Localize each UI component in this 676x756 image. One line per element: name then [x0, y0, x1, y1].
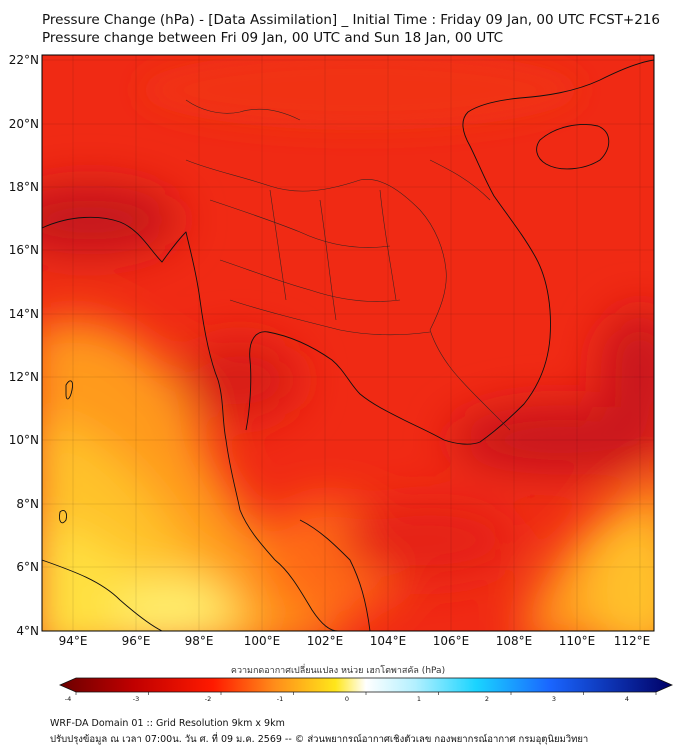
- lon-tick-label: 106°E: [433, 634, 470, 648]
- lat-axis: 22°N 20°N 18°N 16°N 14°N 12°N 10°N 8°N 6…: [9, 53, 39, 638]
- pressure-field: [42, 55, 654, 631]
- lat-tick-label: 16°N: [9, 243, 39, 257]
- map-grid: [42, 55, 654, 631]
- lat-tick-label: 8°N: [16, 497, 39, 511]
- colorbar: -4 -3 -2 -1 0 1 2 3 4: [59, 677, 673, 703]
- colorbar-tick-label: -3: [133, 695, 139, 703]
- colorbar-ticks: [75, 692, 657, 695]
- colorbar-tick-label: -1: [277, 695, 283, 703]
- lat-tick-label: 12°N: [9, 370, 39, 384]
- colorbar-tick-label: 0: [345, 695, 349, 703]
- colorbar-title: ความกดอากาศเปลี่ยนแปลง หน่วย เฮกโตพาสคัล…: [230, 666, 446, 676]
- lat-tick-label: 4°N: [16, 624, 39, 638]
- chart-subtitle: Pressure change between Fri 09 Jan, 00 U…: [42, 30, 504, 46]
- coastlines: [42, 59, 654, 631]
- map-frame: [41, 54, 655, 632]
- lon-tick-label: 102°E: [307, 634, 344, 648]
- colorbar-tick-label: 3: [552, 695, 556, 703]
- colorbar-tick-label: 1: [417, 695, 421, 703]
- lon-tick-label: 108°E: [496, 634, 533, 648]
- lon-tick-label: 98°E: [185, 634, 214, 648]
- lat-tick-label: 14°N: [9, 307, 39, 321]
- lat-tick-label: 10°N: [9, 433, 39, 447]
- lon-axis: 94°E 96°E 98°E 100°E 102°E 104°E 106°E 1…: [59, 634, 651, 648]
- lat-tick-label: 20°N: [9, 117, 39, 131]
- chart-title: Pressure Change (hPa) - [Data Assimilati…: [42, 12, 660, 28]
- lon-tick-label: 112°E: [614, 634, 651, 648]
- footer-credit: ปรับปรุงข้อมูล ณ เวลา 07:00น. วัน ศ. ที่…: [50, 734, 589, 745]
- lon-tick-label: 100°E: [244, 634, 281, 648]
- lon-tick-label: 110°E: [559, 634, 596, 648]
- colorbar-tick-label: -2: [205, 695, 211, 703]
- lat-tick-label: 22°N: [9, 53, 39, 67]
- admin-borders: [185, 99, 511, 431]
- footer-model-info: WRF-DA Domain 01 :: Grid Resolution 9km …: [50, 718, 285, 729]
- colorbar-tick-label: 2: [485, 695, 489, 703]
- colorbar-tick-label: 4: [625, 695, 629, 703]
- lon-tick-label: 94°E: [59, 634, 88, 648]
- lat-tick-label: 18°N: [9, 180, 39, 194]
- colorbar-ramp: [59, 677, 673, 693]
- lon-tick-label: 96°E: [122, 634, 151, 648]
- lat-tick-label: 6°N: [16, 560, 39, 574]
- colorbar-tick-label: -4: [65, 695, 71, 703]
- lon-tick-label: 104°E: [370, 634, 407, 648]
